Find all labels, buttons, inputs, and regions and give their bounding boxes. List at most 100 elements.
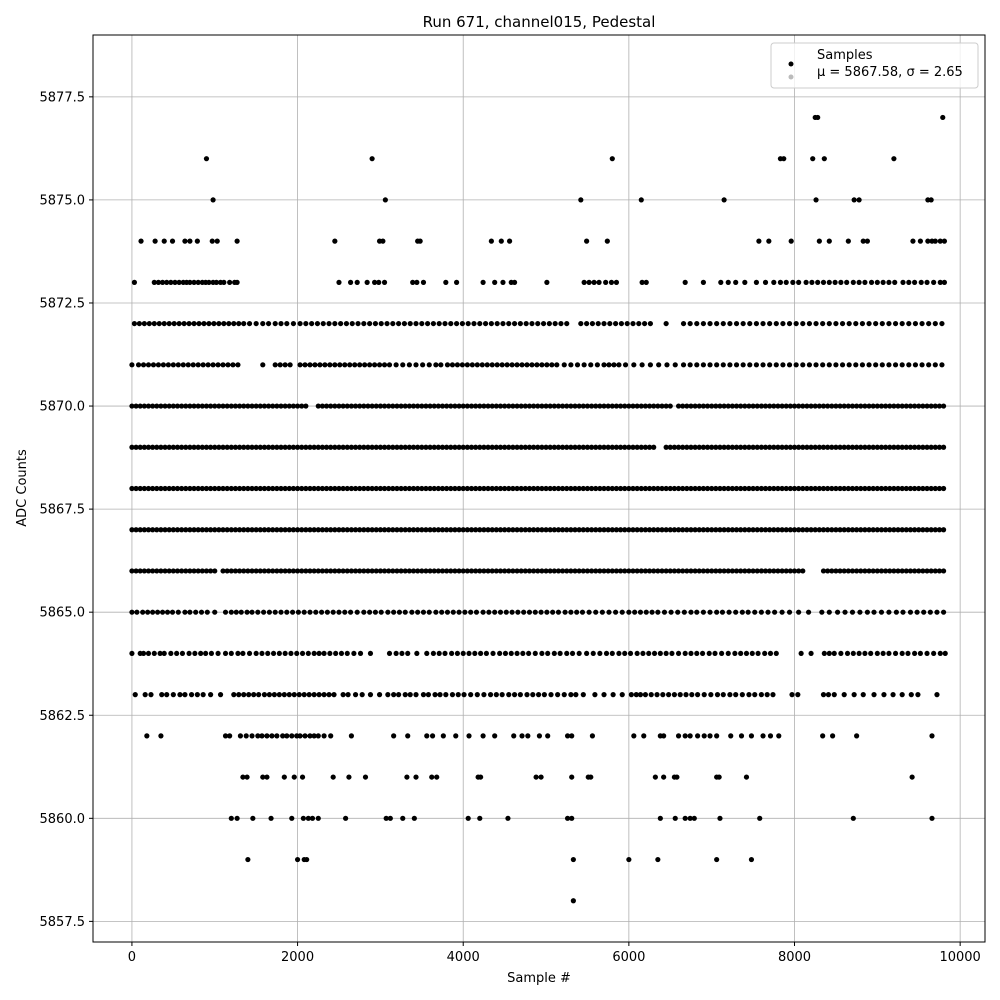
data-point [771,279,777,285]
data-point [518,485,524,492]
data-point [347,362,353,368]
data-point [638,568,644,574]
data-point [642,527,649,533]
data-point [497,485,504,492]
data-point [328,527,334,533]
data-point [849,527,856,533]
data-point [343,320,350,327]
data-point [464,444,470,450]
data-point [182,238,188,244]
data-point [791,485,798,492]
data-point [568,568,574,574]
data-point [338,320,344,327]
data-point [688,485,694,492]
data-point [558,320,564,327]
data-point [906,362,912,368]
data-point [506,692,512,698]
data-point [286,527,292,533]
data-point [481,403,487,409]
data-point [444,609,451,615]
data-point [404,774,410,780]
data-point [657,650,663,657]
data-point [857,609,863,615]
data-point [400,362,406,368]
data-point [448,403,454,409]
data-point [656,362,662,368]
data-point [626,527,632,533]
data-point [160,362,166,368]
data-point [158,403,164,409]
data-point [286,568,292,574]
data-point [305,815,311,821]
data-point [135,362,142,368]
data-point [321,692,327,698]
data-point [886,609,892,615]
data-point [413,692,419,698]
data-point [145,609,151,615]
data-point [791,444,798,450]
data-point [738,444,744,450]
data-point [622,568,628,574]
data-point [638,197,644,203]
data-point [493,568,499,574]
data-point [221,320,227,327]
data-point [492,609,498,615]
data-point [688,527,694,533]
data-point [212,609,218,615]
data-point [480,609,486,615]
data-point [336,403,342,409]
data-point [535,403,541,409]
data-point [410,444,417,450]
data-point [203,485,210,492]
data-point [742,444,748,450]
data-point [504,362,510,368]
data-point [779,403,785,409]
data-point [845,444,851,450]
data-point [502,403,508,409]
data-point [365,403,371,409]
data-point [522,568,528,574]
data-point [878,403,885,409]
data-point [309,815,316,821]
data-point [340,527,346,533]
data-point [420,609,427,615]
data-point [481,692,487,698]
data-point [174,568,181,574]
data-point [522,527,528,533]
data-point [191,403,197,409]
data-point [939,320,945,327]
data-point [733,692,739,698]
data-point [410,279,416,285]
data-point [651,527,657,533]
data-point [914,609,920,615]
data-point [352,568,359,574]
data-point [790,279,796,285]
data-point [183,444,189,450]
data-point [510,568,516,574]
data-point [640,650,646,657]
data-point [448,527,454,533]
data-point [427,444,433,450]
data-point [696,403,702,409]
data-point [613,320,619,327]
data-point [783,279,789,285]
data-point [597,527,603,533]
data-point [390,485,396,492]
data-point [216,403,222,409]
data-point [838,650,844,657]
data-point [767,362,773,368]
data-point [771,403,777,409]
data-point [518,527,524,533]
data-point [808,527,814,533]
data-point [420,362,426,368]
data-point [150,527,156,533]
data-point [376,362,383,368]
data-point [738,403,744,409]
data-point [316,692,322,698]
data-point [845,238,851,244]
data-point [474,692,480,698]
data-point [199,444,205,450]
data-point [593,609,599,615]
data-point [535,568,541,574]
data-point [286,444,292,450]
